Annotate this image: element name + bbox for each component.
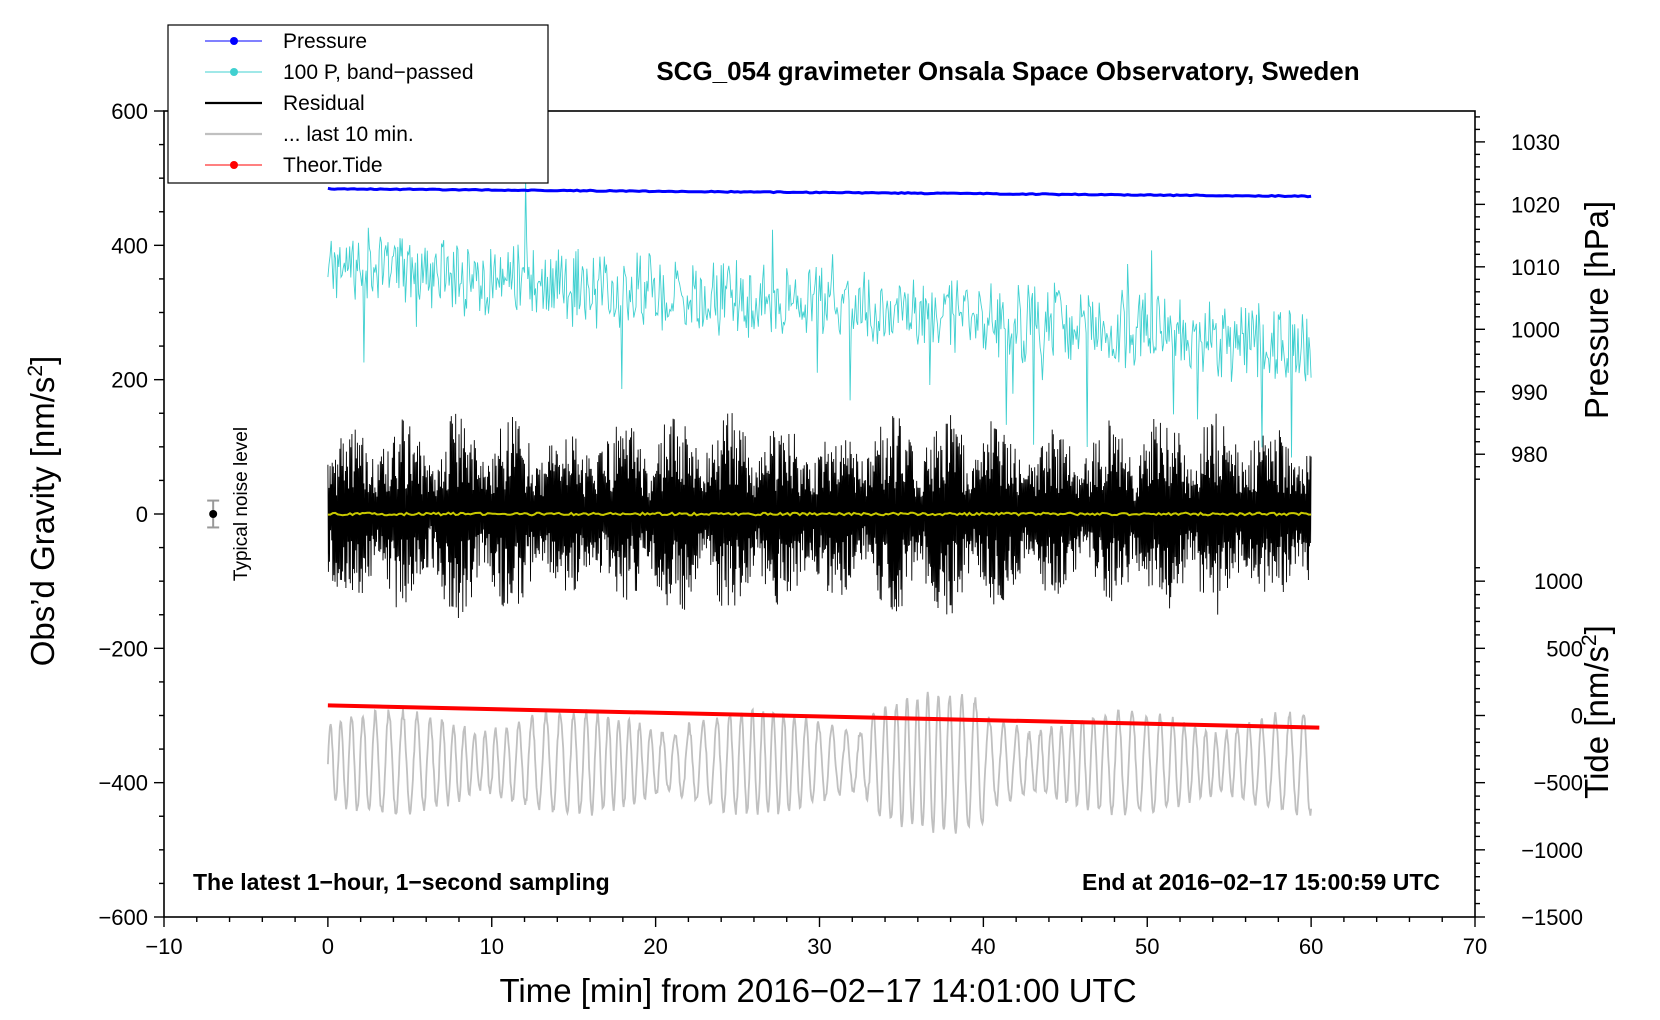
tide-tick-label: 500: [1546, 636, 1583, 661]
tide-tick-label: 1000: [1534, 569, 1583, 594]
series-residual-mean: [327, 511, 1312, 517]
x-tick-label: −10: [145, 934, 182, 959]
pressure-tick-label: 1000: [1511, 317, 1560, 342]
legend-label: 100 P, band−passed: [283, 61, 474, 84]
tide-tick-label: −500: [1533, 771, 1583, 796]
y-axis-tide-ticks: −1500 −1000 −500 0 500 1000: [1475, 567, 1583, 930]
y-tick-label: −400: [98, 771, 148, 796]
series-bandpassed-pressure: [327, 178, 1312, 458]
y-axis-left-title: Obs’d Gravity [nm/s2]: [24, 356, 61, 667]
annotation-sampling: The latest 1−hour, 1−second sampling: [193, 869, 610, 895]
chart-title: SCG_054 gravimeter Onsala Space Observat…: [656, 56, 1359, 86]
y-tick-label: 200: [111, 368, 148, 393]
series-theoretical-tide: [327, 703, 1320, 730]
legend-marker: [230, 68, 238, 76]
series-residual: [327, 413, 1312, 619]
legend-label: Theor.Tide: [283, 154, 383, 177]
annotation-end-time: End at 2016−02−17 15:00:59 UTC: [1082, 869, 1440, 895]
residual-mean-line: [327, 511, 1312, 517]
legend-marker: [230, 37, 238, 45]
y-axis-pressure-ticks: 980 990 1000 1010 1020 1030: [1475, 116, 1560, 480]
x-tick-label: 60: [1299, 934, 1323, 959]
tide-tick-label: −1500: [1521, 905, 1583, 930]
x-tick-label: 70: [1463, 934, 1487, 959]
y-tick-label: −200: [98, 636, 148, 661]
series-pressure: [327, 186, 1312, 199]
y-tick-label: 400: [111, 233, 148, 258]
legend-label: Residual: [283, 92, 365, 115]
legend-label: ... last 10 min.: [283, 123, 414, 146]
x-tick-label: 30: [807, 934, 831, 959]
noise-level-label: Typical noise level: [231, 427, 252, 581]
x-tick-label: 50: [1135, 934, 1159, 959]
y-tick-label: 0: [136, 502, 148, 527]
tide-tick-label: −1000: [1521, 838, 1583, 863]
pressure-tick-label: 1030: [1511, 130, 1560, 155]
theoretical-tide-line: [327, 703, 1320, 730]
legend-label: Pressure: [283, 30, 367, 53]
pressure-tick-label: 1010: [1511, 255, 1560, 280]
last-10-min-line: [327, 691, 1312, 834]
x-tick-label: 10: [480, 934, 504, 959]
y-axis-pressure-title: Pressure [hPa]: [1578, 201, 1615, 419]
x-tick-label: 20: [643, 934, 667, 959]
noise-level-marker: [207, 499, 220, 529]
noise-point: [209, 510, 218, 518]
y-axis-left-ticks: −600 −400 −200 0 200 400 600: [98, 99, 164, 930]
pressure-line: [327, 186, 1312, 199]
x-tick-label: 40: [971, 934, 995, 959]
legend-marker: [230, 161, 238, 169]
pressure-tick-label: 990: [1511, 380, 1548, 405]
x-axis-title: Time [min] from 2016−02−17 14:01:00 UTC: [499, 972, 1136, 1009]
pressure-tick-label: 1020: [1511, 192, 1560, 217]
pressure-tick-label: 980: [1511, 442, 1548, 467]
series-last-10-min: [327, 691, 1312, 834]
y-tick-label: 600: [111, 99, 148, 124]
residual-line: [327, 413, 1312, 619]
y-axis-tide-title: Tide [nm/s2]: [1578, 625, 1615, 799]
y-tick-label: −600: [98, 905, 148, 930]
x-tick-label: 0: [322, 934, 334, 959]
x-axis-ticks: −10 0 10 20 30 40 50 60 70: [145, 917, 1487, 959]
tide-tick-label: 0: [1571, 704, 1583, 729]
bandpassed-pressure-line: [327, 178, 1312, 458]
legend: Pressure 100 P, band−passed Residual ... la…: [167, 24, 549, 184]
